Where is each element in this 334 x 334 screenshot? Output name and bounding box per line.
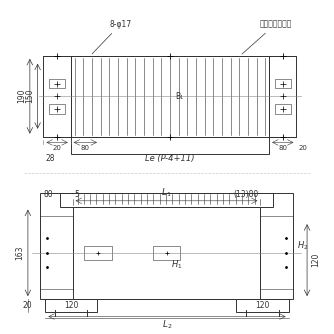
Text: 8-φ17: 8-φ17	[92, 20, 132, 54]
Bar	[39, 193, 294, 299]
Text: 80: 80	[81, 145, 90, 151]
Bar	[84, 246, 112, 260]
Text: 163: 163	[15, 245, 24, 260]
Text: 20: 20	[22, 301, 32, 310]
Bar	[73, 207, 261, 299]
Text: $H_2$: $H_2$	[297, 240, 309, 252]
Text: 20: 20	[53, 145, 61, 151]
Bar	[39, 216, 73, 289]
Text: 190: 190	[17, 89, 26, 104]
Text: 120: 120	[64, 301, 78, 310]
Text: $L_2$: $L_2$	[162, 319, 172, 331]
Bar	[71, 137, 269, 154]
Text: 20: 20	[298, 145, 307, 151]
Bar	[71, 56, 269, 137]
Bar	[153, 246, 180, 260]
Bar	[49, 104, 65, 114]
Bar	[269, 56, 296, 137]
Text: Le (P-4+11): Le (P-4+11)	[145, 154, 195, 163]
Text: $L_1$: $L_1$	[161, 186, 172, 199]
Text: 80: 80	[43, 190, 53, 199]
Text: 28: 28	[45, 154, 55, 163]
Text: B₁: B₁	[176, 92, 184, 101]
Bar	[275, 79, 291, 89]
Text: 80: 80	[278, 145, 287, 151]
Text: 150: 150	[25, 89, 34, 104]
Bar	[275, 104, 291, 114]
Text: 120: 120	[255, 301, 270, 310]
Bar	[60, 193, 273, 207]
Bar	[49, 79, 65, 89]
Bar	[261, 216, 294, 289]
Text: $H_1$: $H_1$	[171, 259, 183, 271]
Text: 120: 120	[311, 253, 320, 267]
Text: バックストッパ: バックストッパ	[242, 20, 292, 54]
Bar	[236, 299, 289, 312]
Bar	[43, 56, 71, 137]
Text: 5: 5	[74, 190, 79, 199]
Text: (13)80: (13)80	[233, 190, 259, 199]
Bar	[45, 299, 97, 312]
